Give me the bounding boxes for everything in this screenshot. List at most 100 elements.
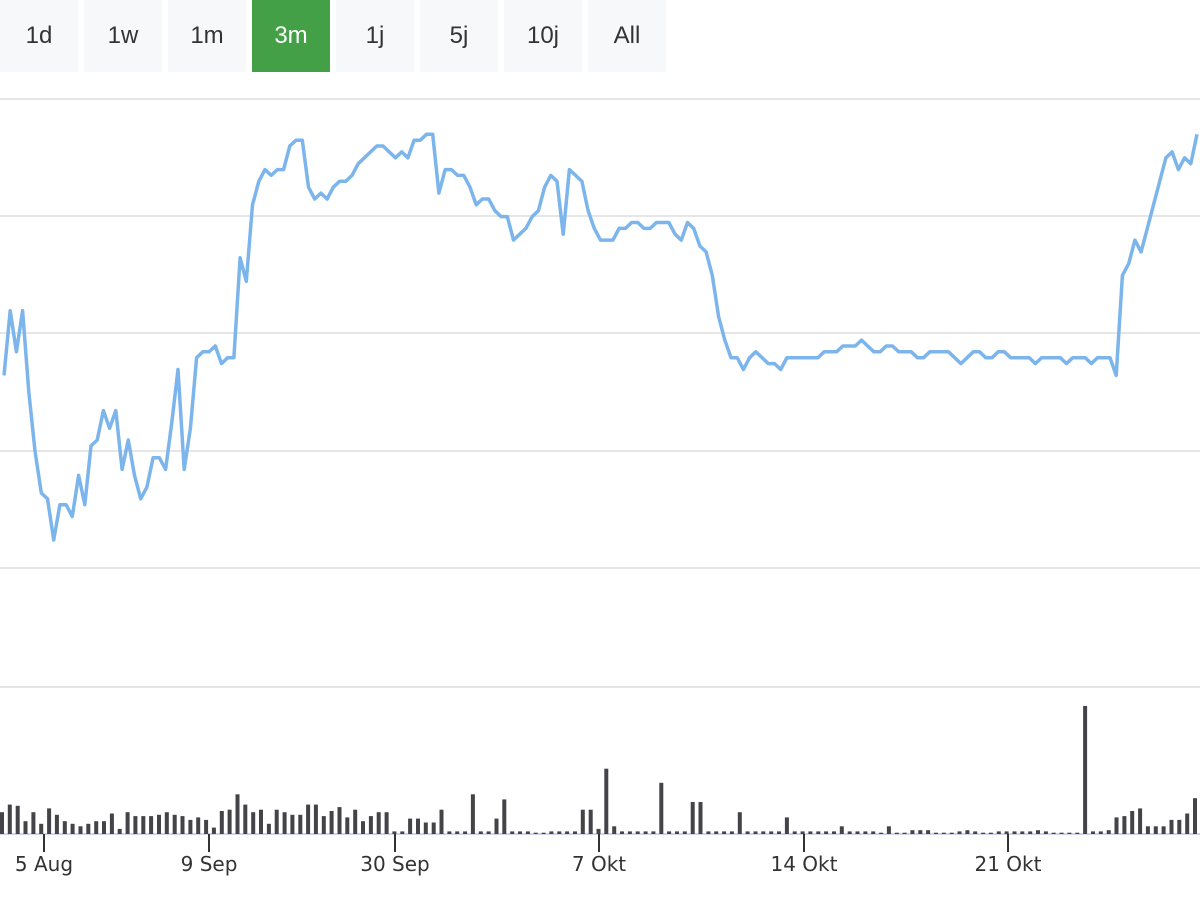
volume-bar [659, 782, 664, 834]
volume-bar [722, 831, 727, 834]
volume-bar [455, 831, 460, 834]
volume-bar [416, 818, 420, 834]
volume-bar [1083, 706, 1088, 834]
volume-bar [227, 809, 232, 834]
volume-bar [502, 799, 507, 834]
volume-bar [965, 830, 970, 834]
volume-bar [745, 831, 750, 834]
volume-bar [1114, 817, 1119, 834]
volume-bar [894, 832, 899, 834]
volume-bar [667, 831, 672, 834]
volume-bar [1091, 831, 1095, 834]
volume-bar [886, 826, 891, 834]
volume-bar [643, 831, 648, 834]
volume-bar [510, 831, 515, 834]
volume-bar [1098, 831, 1103, 834]
volume-bar [981, 832, 986, 834]
volume-bar [164, 812, 169, 834]
volume-bar [0, 812, 4, 834]
volume-bar [196, 817, 201, 834]
range-button-10j[interactable]: 10j [504, 0, 582, 72]
volume-bar [729, 831, 734, 834]
volume-bar [941, 832, 946, 834]
volume-bar [1051, 832, 1056, 834]
volume-bar [549, 831, 554, 834]
volume-bar [337, 807, 342, 834]
volume-bar [1028, 831, 1033, 834]
volume-bar [596, 828, 601, 834]
volume-bar [698, 802, 703, 834]
volume-bar [1036, 830, 1040, 834]
range-button-1m[interactable]: 1m [168, 0, 246, 72]
volume-bar [525, 831, 530, 834]
volume-bar [847, 831, 852, 834]
volume-bar [313, 804, 318, 834]
volume-bar [518, 831, 522, 834]
volume-bar [934, 832, 938, 834]
volume-bar [1185, 813, 1190, 834]
volume-bar [125, 812, 130, 834]
volume-bar [94, 821, 99, 834]
range-button-5j[interactable]: 5j [420, 0, 498, 72]
volume-bar [533, 832, 538, 834]
volume-bar [23, 821, 28, 834]
volume-bar [282, 812, 287, 834]
x-tick-label: 14 Okt [771, 852, 838, 876]
volume-bar [1193, 798, 1197, 834]
x-tick-label: 21 Okt [975, 852, 1042, 876]
volume-bar [102, 821, 106, 834]
volume-bar [612, 826, 617, 834]
x-tick-label: 7 Okt [572, 852, 626, 876]
range-button-3m[interactable]: 3m [252, 0, 330, 72]
volume-bar [753, 831, 758, 834]
range-button-all[interactable]: All [588, 0, 666, 72]
volume-bar [926, 830, 931, 834]
volume-bar [361, 821, 365, 834]
volume-bar [1161, 826, 1166, 834]
volume-bar [816, 831, 821, 834]
volume-bar [149, 816, 154, 834]
volume-bar [486, 831, 491, 834]
volume-bar [651, 831, 656, 834]
volume-bar [54, 814, 59, 834]
volume-bar [259, 809, 263, 834]
volume-bar [157, 814, 161, 834]
range-button-1w[interactable]: 1w [84, 0, 162, 72]
volume-bar [573, 831, 577, 834]
volume-bar [910, 830, 915, 834]
volume-bar [470, 794, 475, 834]
volume-bar [871, 831, 876, 834]
volume-bar [675, 831, 679, 834]
volume-bar [1177, 819, 1182, 834]
volume-bar [1012, 831, 1017, 834]
volume-bar [141, 816, 146, 834]
volume-bar [792, 831, 797, 834]
volume-bar [243, 804, 248, 834]
range-button-1j[interactable]: 1j [336, 0, 414, 72]
volume-bar [408, 818, 413, 834]
range-button-1d[interactable]: 1d [0, 0, 78, 72]
volume-bar [1059, 832, 1064, 834]
volume-bar [839, 826, 844, 834]
volume-bar [1138, 808, 1143, 834]
volume-bar [1075, 832, 1080, 834]
volume-bar [392, 831, 397, 834]
volume-bar [769, 831, 774, 834]
volume-bar [784, 817, 789, 834]
volume-bar [86, 823, 91, 834]
volume-bar [604, 768, 609, 834]
volume-bar [298, 814, 303, 834]
volume-bar [439, 809, 444, 834]
volume-bar [447, 831, 452, 834]
volume-bar [737, 812, 742, 834]
volume-bar [117, 828, 122, 834]
volume-bar [251, 812, 256, 834]
volume-bar [949, 832, 954, 834]
volume-bar [1145, 826, 1150, 834]
volume-bar [635, 831, 640, 834]
volume-bar [1122, 816, 1127, 834]
volume-bar [957, 831, 962, 834]
volume-bar [1106, 830, 1111, 834]
volume-bar [1153, 826, 1158, 834]
